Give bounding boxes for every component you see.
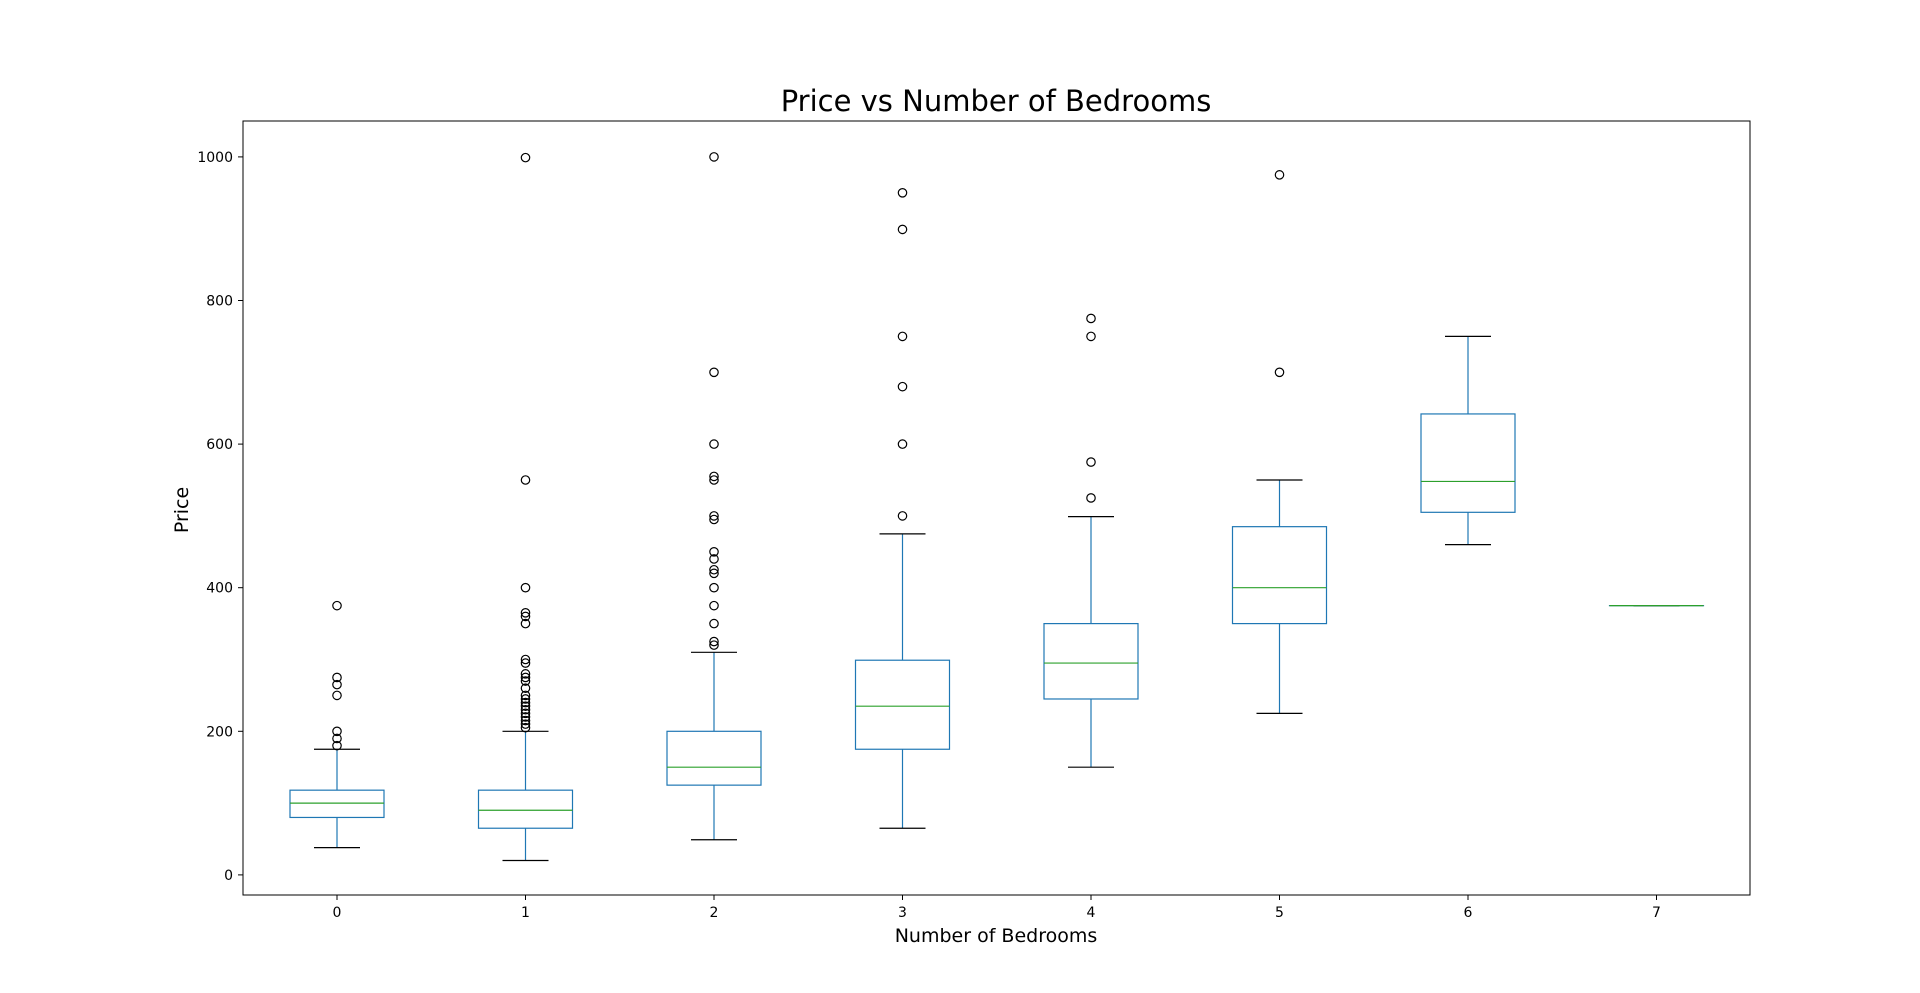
y-tick-label: 800: [206, 293, 233, 309]
iqr-box: [1231, 526, 1328, 625]
outlier-point: [520, 683, 531, 694]
outlier-point: [897, 381, 908, 392]
outlier-point: [520, 722, 531, 733]
iqr-box: [1043, 622, 1139, 700]
outlier-point: [332, 726, 342, 737]
y-tick-label: 200: [206, 724, 233, 740]
outlier-point: [520, 654, 531, 665]
chart-title: Price vs Number of Bedrooms: [781, 84, 1212, 118]
iqr-box: [854, 659, 951, 750]
outlier-point: [709, 471, 719, 482]
x-tick-label: 3: [898, 905, 907, 921]
outlier-point: [709, 640, 719, 650]
x-tick-label: 4: [1087, 905, 1096, 921]
outlier-point: [709, 600, 719, 611]
outlier-point: [332, 740, 342, 751]
outlier-point: [520, 704, 531, 715]
iqr-box: [289, 789, 385, 819]
outlier-point: [520, 690, 531, 701]
outlier-point: [1086, 331, 1096, 342]
outlier-point: [709, 439, 719, 449]
x-axis-label: Number of Bedrooms: [895, 925, 1098, 947]
iqr-box: [1420, 413, 1516, 513]
outlier-point: [520, 611, 531, 622]
outlier-point: [332, 672, 342, 683]
outlier-point: [897, 224, 908, 235]
x-tick-label: 1: [521, 905, 530, 921]
outlier-point: [709, 568, 719, 579]
box-group-5: [1231, 170, 1328, 714]
outlier-point: [709, 554, 719, 564]
outlier-point: [709, 564, 719, 575]
outlier-point: [520, 618, 531, 629]
box-group-0: [289, 600, 385, 849]
outlier-point: [897, 187, 908, 198]
outlier-point: [709, 546, 719, 557]
y-tick-label: 400: [206, 581, 233, 597]
outlier-point: [332, 600, 342, 611]
x-tick-label: 6: [1464, 905, 1473, 921]
outlier-point: [520, 701, 531, 711]
iqr-box: [666, 730, 762, 786]
outlier-point: [520, 152, 531, 163]
outlier-point: [520, 676, 531, 686]
outlier-point: [520, 608, 531, 618]
outlier-point: [1274, 367, 1285, 378]
outlier-point: [709, 582, 719, 593]
box-group-1: [477, 152, 574, 862]
outlier-point: [520, 669, 531, 679]
outlier-point: [1086, 457, 1096, 467]
iqr-box: [477, 789, 574, 829]
box-group-2: [666, 152, 762, 841]
outlier-point: [520, 715, 531, 726]
box-group-3: [854, 187, 951, 829]
outlier-point: [520, 719, 531, 729]
y-tick-label: 0: [224, 868, 233, 884]
outlier-point: [709, 618, 719, 629]
y-axis-label: Price: [171, 487, 193, 533]
outlier-point: [520, 658, 531, 668]
box-group-6: [1420, 335, 1516, 546]
outlier-point: [709, 636, 719, 647]
outlier-point: [520, 708, 531, 719]
outlier-point: [709, 514, 719, 525]
outlier-point: [520, 475, 531, 485]
y-tick-label: 1000: [197, 150, 233, 166]
outlier-point: [897, 511, 908, 521]
outlier-point: [1274, 170, 1285, 180]
x-tick-label: 5: [1275, 905, 1284, 921]
outlier-point: [897, 439, 908, 449]
x-tick-label: 0: [333, 905, 342, 921]
outlier-point: [1086, 313, 1096, 324]
outlier-point: [709, 152, 719, 162]
plot-area-frame: [242, 120, 1751, 896]
outlier-point: [520, 582, 531, 593]
outlier-point: [709, 367, 719, 378]
outlier-point: [1086, 493, 1096, 503]
outlier-point: [332, 733, 342, 744]
box-group-4: [1043, 313, 1139, 768]
outlier-point: [332, 679, 342, 690]
outlier-point: [897, 331, 908, 342]
outlier-point: [709, 511, 719, 521]
outlier-point: [520, 712, 531, 722]
x-tick-label: 2: [710, 905, 719, 921]
y-tick-label: 600: [206, 437, 233, 453]
x-tick-label: 7: [1652, 905, 1661, 921]
outlier-point: [709, 475, 719, 485]
outlier-point: [520, 672, 531, 683]
outlier-point: [332, 690, 342, 701]
outlier-point: [520, 694, 531, 704]
outlier-point: [520, 697, 531, 708]
